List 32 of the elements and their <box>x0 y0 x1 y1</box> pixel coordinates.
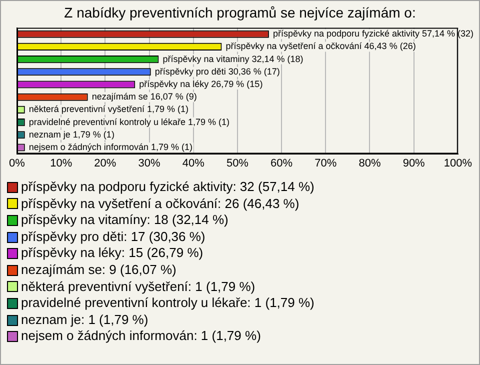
x-tick-label: 90% <box>402 157 426 170</box>
legend-label: neznam je: 1 (1,79 %) <box>21 312 148 328</box>
x-tick-label: 80% <box>358 157 381 170</box>
legend-label: nejsem o žádných informován: 1 (1,79 %) <box>21 328 261 345</box>
data-label: příspěvky na vitaminy 32,14 % (18) <box>162 54 304 64</box>
x-tick-label: 0% <box>9 157 26 170</box>
x-tick-label: 60% <box>270 157 293 170</box>
data-label: příspěvky na podporu fyzické aktivity 57,14 % (32) <box>272 28 474 39</box>
x-tick-label: 20% <box>94 157 116 170</box>
legend-label: nezajímám se: 9 (16,07 %) <box>21 262 176 279</box>
x-tick-label: 10% <box>50 157 72 170</box>
legend-label: příspěvky na léky: 15 (26,79 %) <box>21 245 204 262</box>
x-tick-label: 30% <box>138 157 160 170</box>
x-tick-label: 70% <box>314 157 337 170</box>
data-label: nejsem o žádných informován 1,79 % (1) <box>28 142 192 152</box>
data-label: neznam je 1,79 % (1) <box>28 129 114 140</box>
legend-label: příspěvky pro děti: 17 (30,36 %) <box>21 228 206 246</box>
chart-title: Z nabídky preventivních programů se nejvíce zajímám o: <box>64 4 416 20</box>
x-tick-label: 50% <box>226 157 249 170</box>
legend-label: příspěvky na vitamíny: 18 (32,14 %) <box>21 212 228 229</box>
legend-label: příspěvky na vyšetření a očkování: 26 (46,43 %) <box>21 196 300 212</box>
data-label: nezajímám se 16,07 % (9) <box>92 92 197 102</box>
data-label: příspěvky na léky 26,79 % (15) <box>139 78 263 89</box>
legend-label: některá preventivní vyšetření: 1 (1,79 %) <box>21 278 256 296</box>
data-label: příspěvky na vyšetření a očkování 46,43 % (26) <box>226 41 416 52</box>
data-label: pravidelné preventivní kontroly u lékaře 1,79 % (1) <box>28 116 230 127</box>
legend-label: pravidelné preventivní kontroly u lékaře: 1 (1,79 %) <box>21 295 314 312</box>
data-label: příspěvky pro děti 30,36 % (17) <box>154 66 280 76</box>
data-label: některá preventivní vyšetření 1,79 % (1) <box>28 104 188 114</box>
legend-label: příspěvky na podporu fyzické aktivity: 32 (57,14 %) <box>21 179 314 196</box>
x-tick-label: 100% <box>444 157 472 170</box>
x-tick-label: 40% <box>182 157 205 170</box>
